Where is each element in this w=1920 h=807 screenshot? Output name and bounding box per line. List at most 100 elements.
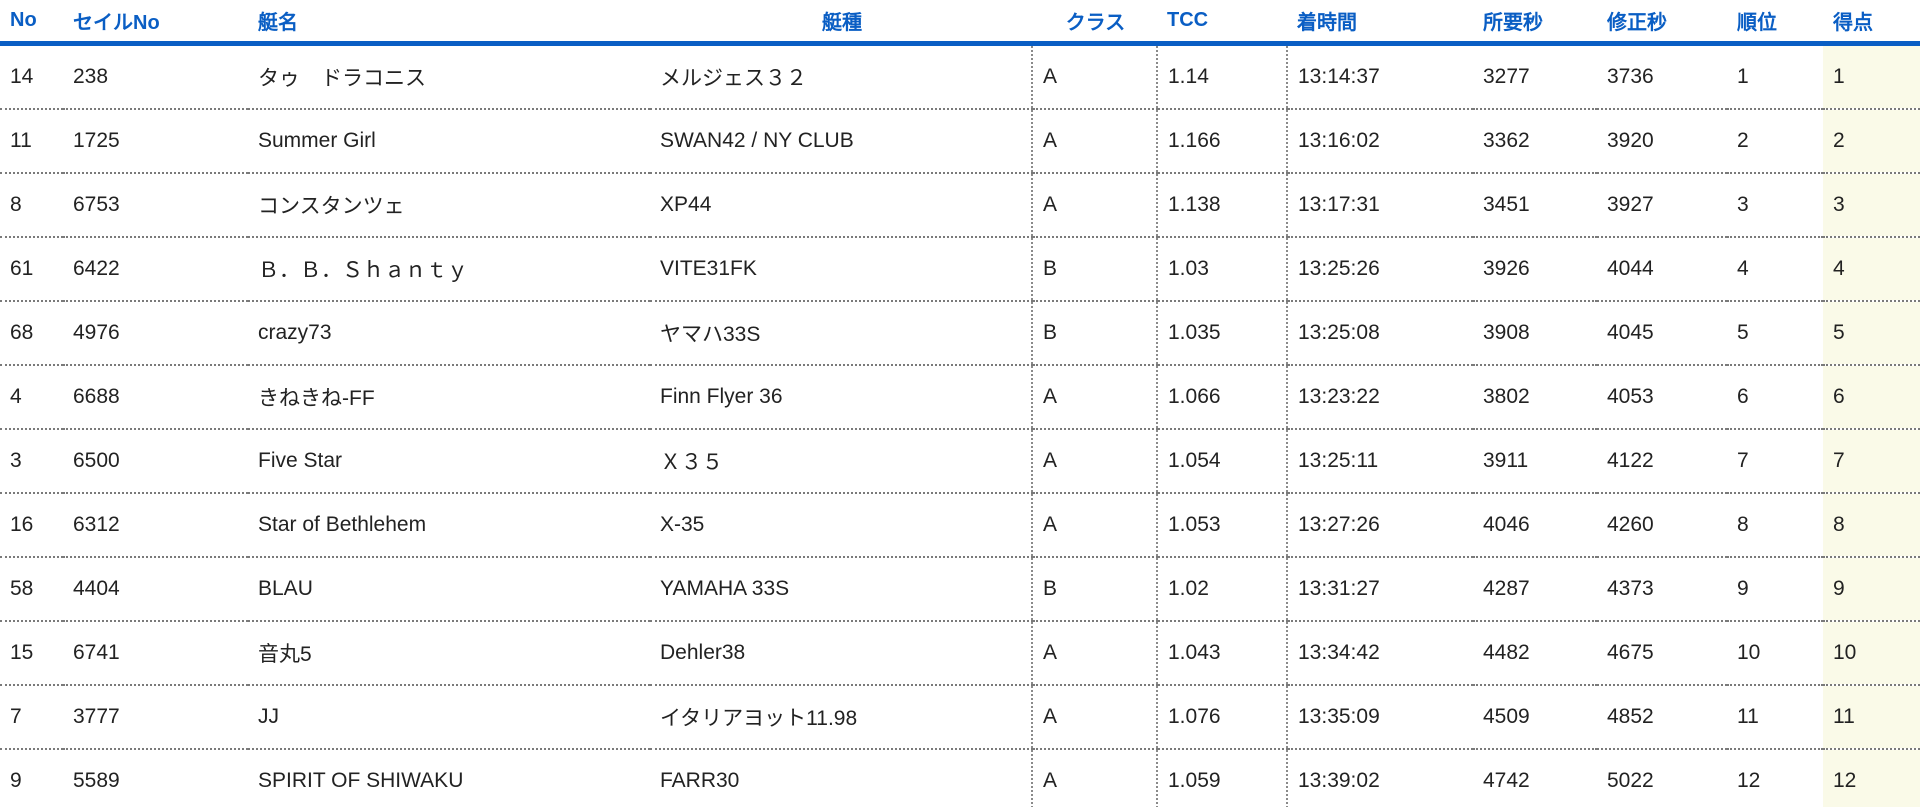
cell-corrected_sec: 3927	[1597, 173, 1727, 238]
table-row: 7 3777 JJ イタリアヨット11.98 A 1.076 13:35:09 4509 485…	[0, 685, 1920, 750]
cell-class: A	[1031, 429, 1157, 494]
cell-elapsed_sec: 4482	[1473, 621, 1597, 686]
col-header-boat_name: 艇名	[248, 0, 650, 46]
cell-class: A	[1031, 109, 1157, 174]
cell-sail_no: 5589	[63, 749, 248, 807]
cell-boat_type: FARR30	[650, 749, 1032, 807]
cell-boat_name: SPIRIT OF SHIWAKU	[248, 749, 650, 807]
cell-corrected_sec: 4045	[1597, 301, 1727, 366]
cell-sail_no: 238	[63, 43, 248, 110]
cell-finish_time: 13:34:42	[1286, 621, 1473, 686]
cell-finish_time: 13:35:09	[1286, 685, 1473, 750]
cell-boat_name: コンスタンツェ	[248, 173, 650, 238]
cell-corrected_sec: 4053	[1597, 365, 1727, 430]
table-row: 61 6422 Ｂ．Ｂ．Ｓｈａｎｔｙ VITE31FK B 1.03 13:25:26 392…	[0, 237, 1920, 302]
cell-class: A	[1031, 621, 1157, 686]
cell-no: 8	[0, 173, 63, 238]
table-header-row: No セイルNo 艇名 艇種 クラス TCC 着時間 所要秒 修正秒 順位 得点	[0, 0, 1920, 46]
cell-boat_type: メルジェス３２	[650, 43, 1032, 110]
cell-sail_no: 6500	[63, 429, 248, 494]
cell-no: 16	[0, 493, 63, 558]
col-header-boat_type: 艇種	[650, 0, 1032, 46]
cell-class: A	[1031, 749, 1157, 807]
col-header-finish_time: 着時間	[1287, 0, 1473, 46]
cell-points: 1	[1823, 43, 1920, 110]
cell-sail_no: 4976	[63, 301, 248, 366]
cell-rank: 5	[1727, 301, 1823, 366]
cell-points: 8	[1823, 493, 1920, 558]
cell-corrected_sec: 4675	[1597, 621, 1727, 686]
cell-finish_time: 13:16:02	[1286, 109, 1473, 174]
cell-points: 7	[1823, 429, 1920, 494]
cell-boat_type: Finn Flyer 36	[650, 365, 1032, 430]
table-row: 58 4404 BLAU YAMAHA 33S B 1.02 13:31:27 4287 437…	[0, 557, 1920, 622]
cell-tcc: 1.066	[1156, 365, 1287, 430]
cell-elapsed_sec: 3911	[1473, 429, 1597, 494]
cell-elapsed_sec: 3362	[1473, 109, 1597, 174]
cell-boat_type: X-35	[650, 493, 1032, 558]
cell-class: A	[1031, 43, 1157, 110]
table-row: 68 4976 crazy73 ヤマハ33S B 1.035 13:25:08 3908 404…	[0, 301, 1920, 366]
cell-rank: 12	[1727, 749, 1823, 807]
cell-elapsed_sec: 4287	[1473, 557, 1597, 622]
cell-finish_time: 13:25:26	[1286, 237, 1473, 302]
cell-class: A	[1031, 493, 1157, 558]
cell-no: 4	[0, 365, 63, 430]
cell-no: 3	[0, 429, 63, 494]
col-header-class: クラス	[1032, 0, 1157, 46]
cell-boat_type: SWAN42 / NY CLUB	[650, 109, 1032, 174]
cell-class: B	[1031, 557, 1157, 622]
cell-rank: 9	[1727, 557, 1823, 622]
cell-tcc: 1.035	[1156, 301, 1287, 366]
cell-corrected_sec: 4373	[1597, 557, 1727, 622]
cell-tcc: 1.053	[1156, 493, 1287, 558]
cell-class: B	[1031, 237, 1157, 302]
cell-corrected_sec: 4260	[1597, 493, 1727, 558]
col-header-no: No	[0, 0, 63, 46]
cell-rank: 7	[1727, 429, 1823, 494]
cell-no: 11	[0, 109, 63, 174]
cell-boat_type: Ｘ３５	[650, 429, 1032, 494]
cell-sail_no: 1725	[63, 109, 248, 174]
cell-boat_name: Star of Bethlehem	[248, 493, 650, 558]
cell-tcc: 1.166	[1156, 109, 1287, 174]
cell-rank: 10	[1727, 621, 1823, 686]
cell-finish_time: 13:31:27	[1286, 557, 1473, 622]
cell-sail_no: 6753	[63, 173, 248, 238]
cell-elapsed_sec: 4742	[1473, 749, 1597, 807]
cell-finish_time: 13:14:37	[1286, 43, 1473, 110]
cell-points: 9	[1823, 557, 1920, 622]
cell-corrected_sec: 4122	[1597, 429, 1727, 494]
cell-finish_time: 13:17:31	[1286, 173, 1473, 238]
col-header-points: 得点	[1823, 0, 1920, 46]
table-row: 3 6500 Five Star Ｘ３５ A 1.054 13:25:11 3911 4122 7…	[0, 429, 1920, 494]
cell-boat_name: 音丸5	[248, 621, 650, 686]
cell-points: 12	[1823, 749, 1920, 807]
cell-points: 6	[1823, 365, 1920, 430]
col-header-elapsed_sec: 所要秒	[1473, 0, 1597, 46]
cell-elapsed_sec: 4046	[1473, 493, 1597, 558]
cell-points: 5	[1823, 301, 1920, 366]
cell-boat_type: Dehler38	[650, 621, 1032, 686]
cell-elapsed_sec: 3451	[1473, 173, 1597, 238]
col-header-corrected_sec: 修正秒	[1597, 0, 1727, 46]
cell-corrected_sec: 5022	[1597, 749, 1727, 807]
cell-corrected_sec: 3920	[1597, 109, 1727, 174]
cell-sail_no: 4404	[63, 557, 248, 622]
cell-points: 4	[1823, 237, 1920, 302]
cell-points: 10	[1823, 621, 1920, 686]
cell-boat_type: YAMAHA 33S	[650, 557, 1032, 622]
cell-sail_no: 6422	[63, 237, 248, 302]
cell-tcc: 1.076	[1156, 685, 1287, 750]
cell-sail_no: 3777	[63, 685, 248, 750]
cell-boat_type: VITE31FK	[650, 237, 1032, 302]
cell-tcc: 1.138	[1156, 173, 1287, 238]
cell-boat_type: イタリアヨット11.98	[650, 685, 1032, 750]
cell-boat_name: JJ	[248, 685, 650, 750]
cell-tcc: 1.054	[1156, 429, 1287, 494]
cell-sail_no: 6688	[63, 365, 248, 430]
col-header-rank: 順位	[1727, 0, 1823, 46]
table-row: 16 6312 Star of Bethlehem X-35 A 1.053 13:27:2…	[0, 493, 1920, 558]
table-row: 11 1725 Summer Girl SWAN42 / NY CLUB A 1.166 1…	[0, 109, 1920, 174]
